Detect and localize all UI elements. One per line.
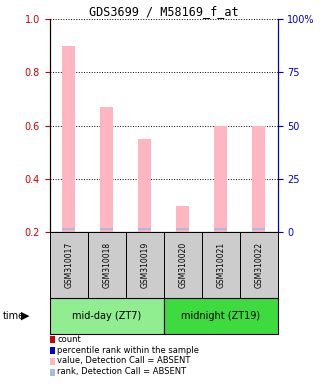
Title: GDS3699 / M58169_f_at: GDS3699 / M58169_f_at	[89, 5, 239, 18]
Text: time: time	[3, 311, 25, 321]
Text: GSM310017: GSM310017	[64, 242, 73, 288]
Bar	[240, 232, 278, 298]
Text: value, Detection Call = ABSENT: value, Detection Call = ABSENT	[57, 356, 190, 366]
Bar	[100, 107, 113, 232]
Bar	[214, 126, 227, 232]
Bar	[252, 126, 265, 232]
Text: GSM310022: GSM310022	[254, 242, 263, 288]
Bar	[214, 228, 227, 230]
Bar	[164, 298, 278, 334]
Bar	[176, 206, 189, 232]
Text: GSM310019: GSM310019	[140, 242, 149, 288]
Bar	[62, 228, 75, 230]
Bar	[164, 232, 202, 298]
Bar	[202, 232, 240, 298]
Text: midnight (ZT19): midnight (ZT19)	[181, 311, 260, 321]
Bar	[100, 228, 113, 230]
Text: ▶: ▶	[21, 311, 29, 321]
Bar	[50, 232, 88, 298]
Text: mid-day (ZT7): mid-day (ZT7)	[72, 311, 141, 321]
Text: percentile rank within the sample: percentile rank within the sample	[57, 346, 199, 355]
Text: GSM310021: GSM310021	[216, 242, 225, 288]
Text: count: count	[57, 335, 81, 344]
Bar	[126, 232, 164, 298]
Bar	[176, 228, 189, 230]
Text: GSM310018: GSM310018	[102, 242, 111, 288]
Bar	[88, 232, 126, 298]
Text: rank, Detection Call = ABSENT: rank, Detection Call = ABSENT	[57, 367, 186, 376]
Bar	[62, 46, 75, 232]
Bar	[50, 298, 164, 334]
Bar	[138, 139, 152, 232]
Bar	[138, 228, 152, 230]
Bar	[252, 228, 265, 230]
Text: GSM310020: GSM310020	[178, 242, 187, 288]
